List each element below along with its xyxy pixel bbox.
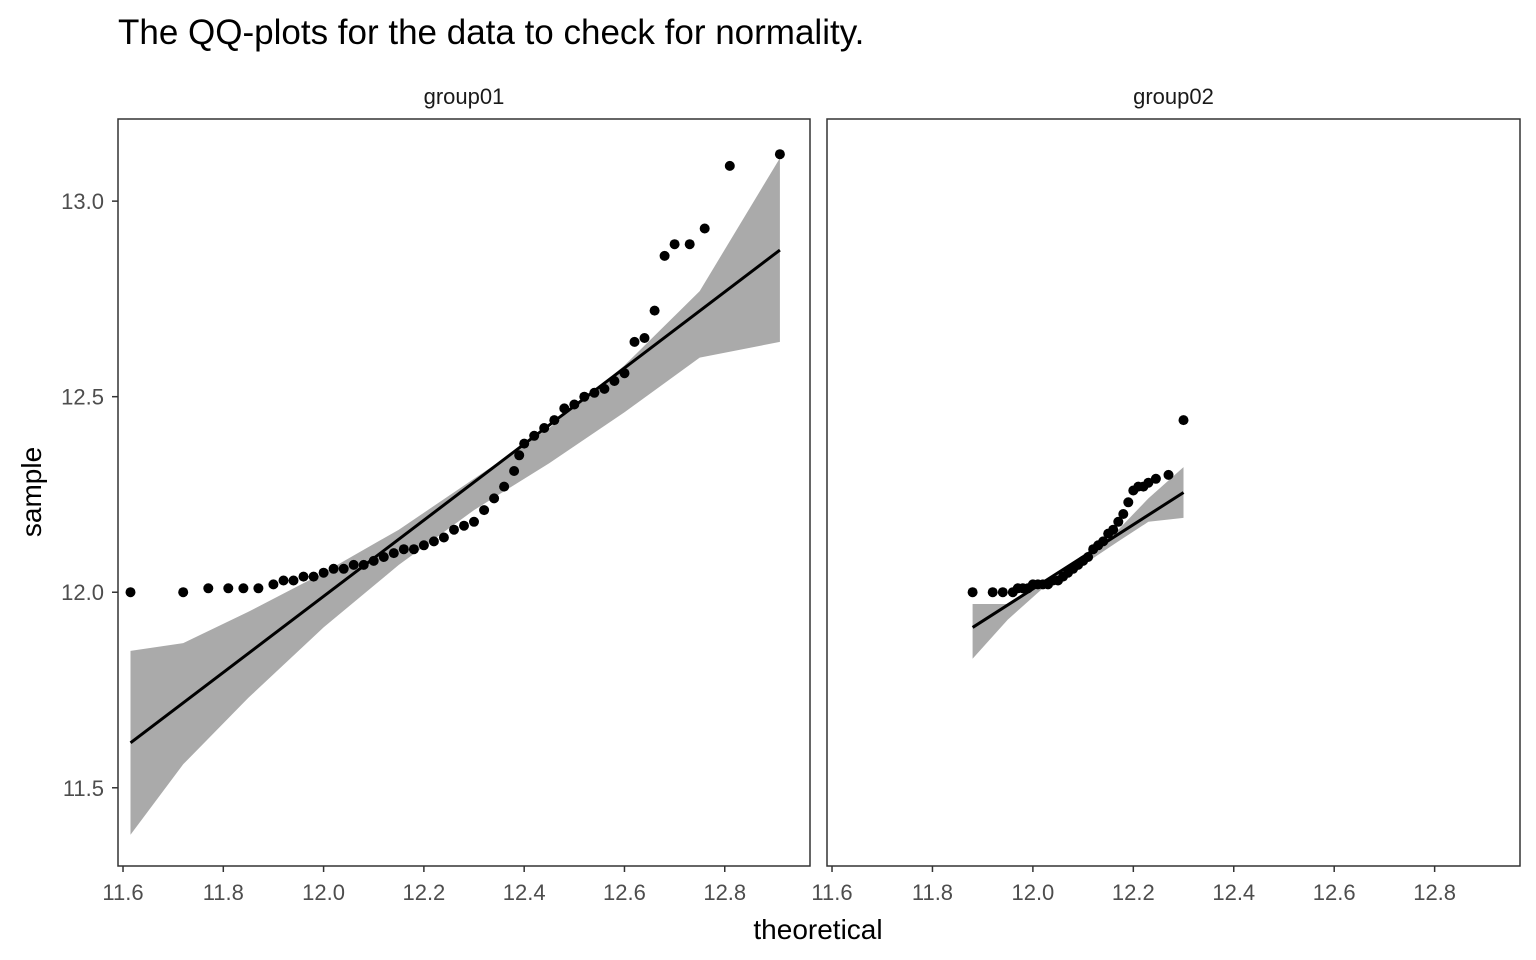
x-tick-label: 12.8: [703, 880, 746, 905]
data-point: [438, 532, 449, 543]
data-point: [579, 391, 590, 402]
x-tick-label: 12.6: [1313, 880, 1356, 905]
y-tick-label: 12.0: [61, 580, 104, 605]
reference-line: [129, 248, 781, 744]
data-point: [328, 563, 339, 574]
data-point: [1163, 469, 1174, 480]
x-tick-label: 11.8: [203, 880, 244, 905]
data-point: [1113, 516, 1124, 527]
x-tick-label: 12.8: [1413, 880, 1456, 905]
data-point: [318, 567, 329, 578]
data-point: [125, 587, 136, 598]
data-point: [1178, 415, 1189, 426]
x-tick-label: 12.0: [1011, 880, 1054, 905]
data-point: [699, 223, 710, 234]
data-point: [459, 520, 469, 531]
data-point: [997, 587, 1008, 598]
panel-border: [117, 118, 811, 867]
data-point: [549, 415, 560, 426]
data-point: [298, 571, 309, 582]
data-point: [388, 548, 399, 559]
data-point: [559, 403, 570, 414]
data-point: [408, 544, 419, 555]
data-point: [418, 540, 429, 551]
data-point: [378, 552, 389, 562]
data-point: [268, 579, 279, 590]
data-point: [519, 438, 530, 449]
data-point: [178, 587, 189, 598]
x-tick-label: 11.6: [102, 880, 143, 905]
data-point: [684, 239, 695, 250]
data-point: [1083, 552, 1094, 562]
data-point: [368, 555, 379, 566]
data-point: [348, 559, 359, 570]
facet-strip-label: group01: [424, 84, 505, 109]
data-point: [629, 336, 640, 347]
data-point: [398, 544, 409, 555]
data-point: [469, 516, 479, 527]
data-point: [278, 575, 289, 586]
data-point: [619, 368, 630, 379]
data-point: [449, 524, 459, 535]
confidence-band: [972, 467, 1184, 659]
data-point: [539, 423, 550, 433]
y-tick-label: 12.5: [61, 385, 104, 410]
x-axis-label: theoretical: [753, 914, 882, 945]
x-tick-label: 12.2: [402, 880, 445, 905]
data-point: [238, 583, 249, 594]
data-point: [609, 376, 620, 386]
data-point: [967, 587, 978, 598]
x-tick-label: 12.0: [302, 880, 345, 905]
facet-group01: group01 11.6 11.8 12.0 12.2 12.4 12.6 12.8: [102, 84, 811, 905]
x-tick-label: 12.4: [1212, 880, 1255, 905]
data-point: [639, 333, 650, 343]
data-point: [308, 571, 319, 582]
data-point: [987, 587, 998, 598]
data-point: [1150, 473, 1161, 484]
data-point: [669, 239, 680, 250]
y-axis-label: sample: [16, 447, 47, 537]
x-tick-label: 12.2: [1112, 880, 1155, 905]
data-point: [724, 160, 735, 171]
data-point: [599, 383, 610, 394]
data-point: [774, 149, 785, 160]
data-point: [514, 450, 525, 461]
data-point: [589, 387, 600, 398]
data-point: [489, 493, 500, 504]
data-point: [1123, 497, 1134, 508]
data-point: [203, 583, 214, 594]
data-point: [499, 481, 510, 492]
data-point: [569, 399, 580, 410]
x-tick-label: 12.4: [503, 880, 546, 905]
x-tick-label: 11.6: [811, 880, 852, 905]
data-point: [649, 305, 660, 316]
chart-title: The QQ-plots for the data to check for n…: [118, 13, 864, 52]
data-point: [358, 559, 369, 570]
data-point: [1143, 477, 1154, 488]
facet-group02: group02 11.6 11.8 12.0 12.2 12.4 12.6 12.8: [811, 84, 1521, 905]
y-tick-label: 11.5: [63, 776, 104, 801]
data-point: [659, 250, 670, 261]
data-point: [1098, 536, 1109, 547]
data-point: [223, 583, 234, 594]
panel-border: [826, 118, 1521, 867]
data-point: [529, 430, 540, 441]
facet-strip-label: group02: [1133, 84, 1214, 109]
data-point: [479, 505, 490, 516]
data-point: [288, 575, 299, 586]
data-point: [338, 563, 349, 574]
data-point: [1108, 524, 1119, 535]
x-tick-label: 12.6: [603, 880, 646, 905]
data-point: [253, 583, 264, 594]
x-tick-label: 11.8: [912, 880, 953, 905]
data-point: [428, 536, 439, 547]
y-tick-label: 13.0: [61, 189, 104, 214]
data-point: [509, 466, 520, 476]
data-point: [1118, 509, 1129, 519]
facet-panels: 11.5 12.0 12.5 13.0 group01 11.6 11.8 12.0 12.2 1…: [61, 84, 1521, 905]
